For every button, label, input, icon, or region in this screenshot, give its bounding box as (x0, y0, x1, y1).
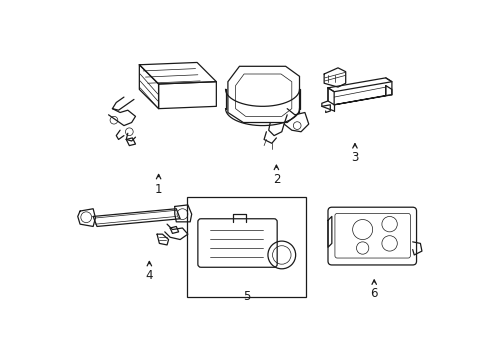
Text: 1: 1 (155, 183, 162, 196)
Text: 4: 4 (145, 269, 153, 282)
Text: 2: 2 (272, 172, 280, 185)
Text: 5: 5 (243, 289, 250, 303)
Text: 6: 6 (370, 287, 377, 300)
Bar (187, 197, 306, 297)
Text: 3: 3 (350, 151, 358, 164)
